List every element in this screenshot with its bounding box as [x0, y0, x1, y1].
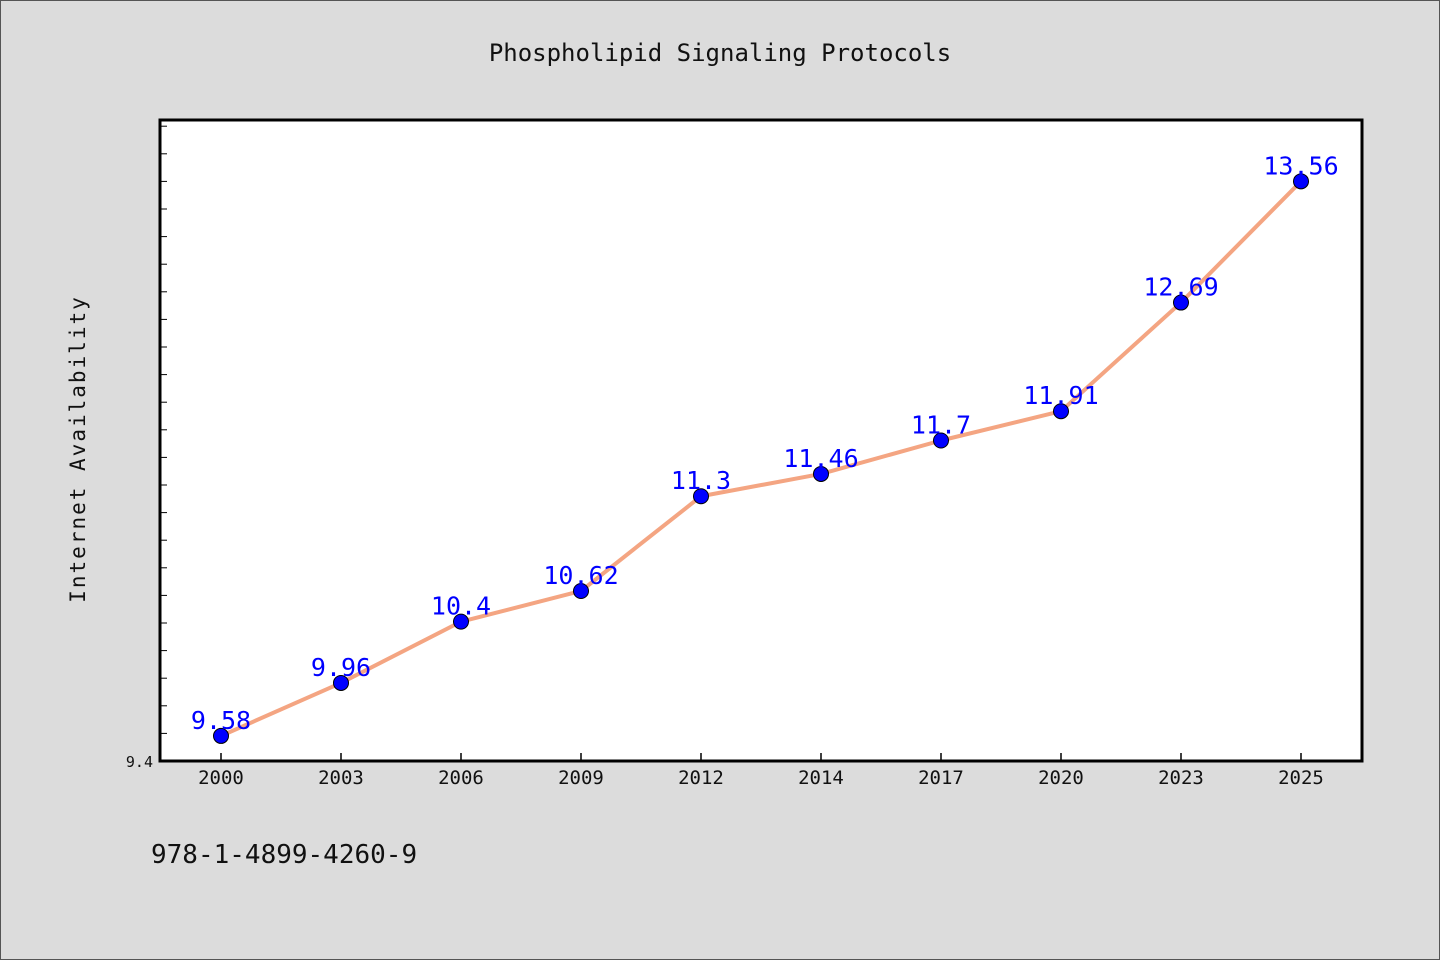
y-axis-ticks — [160, 125, 167, 734]
x-tick-label-2014: 2014 — [798, 767, 844, 789]
data-point-2006 — [453, 613, 469, 630]
x-tick-label-2000: 2000 — [198, 767, 244, 789]
data-point-2020 — [1053, 403, 1069, 420]
series-layer: 9.58 9.96 10.4 10.62 11.3 11.46 11.7 11.91 12.69… — [191, 151, 1339, 744]
x-tick-label-2009: 2009 — [558, 767, 604, 789]
data-point-2000 — [213, 727, 229, 744]
data-point-2023 — [1173, 294, 1189, 311]
data-label-2020: 11.91 — [1023, 381, 1098, 410]
chart-title: Phospholipid Signaling Protocols — [489, 39, 951, 67]
x-tick-label-2017: 2017 — [918, 767, 964, 789]
data-point-2012 — [693, 488, 709, 505]
x-tick-label-2012: 2012 — [678, 767, 724, 789]
data-label-2023: 12.69 — [1143, 273, 1218, 302]
y-tick-label-min: 9.4 — [126, 753, 153, 771]
data-label-2000: 9.58 — [191, 706, 251, 735]
data-label-2009: 10.62 — [543, 561, 618, 590]
x-tick-label-2006: 2006 — [438, 767, 484, 789]
x-tick-label-2023: 2023 — [1158, 767, 1204, 789]
plot-area — [158, 118, 1364, 763]
data-point-2025 — [1293, 173, 1309, 190]
data-label-2014: 11.46 — [783, 444, 858, 473]
data-label-2003: 9.96 — [311, 653, 371, 682]
x-tick-label-2020: 2020 — [1038, 767, 1084, 789]
isbn-footer: 978-1-4899-4260-9 — [151, 840, 417, 870]
y-axis-label: Internet Availability — [66, 295, 90, 603]
x-axis: 2000 2003 2006 2009 2012 2014 2017 2020 2023 2025 — [198, 753, 1324, 789]
data-label-2012: 11.3 — [671, 466, 731, 495]
data-point-2009 — [573, 582, 589, 599]
series-line-0 — [219, 179, 1303, 738]
data-point-2014 — [813, 465, 829, 482]
data-label-2025: 13.56 — [1263, 151, 1338, 180]
data-point-2017 — [933, 432, 949, 449]
data-point-2003 — [333, 674, 349, 691]
data-label-2006: 10.4 — [431, 592, 491, 621]
x-tick-label-2025: 2025 — [1278, 767, 1324, 789]
x-tick-label-2003: 2003 — [318, 767, 364, 789]
data-label-2017: 11.7 — [911, 411, 971, 440]
